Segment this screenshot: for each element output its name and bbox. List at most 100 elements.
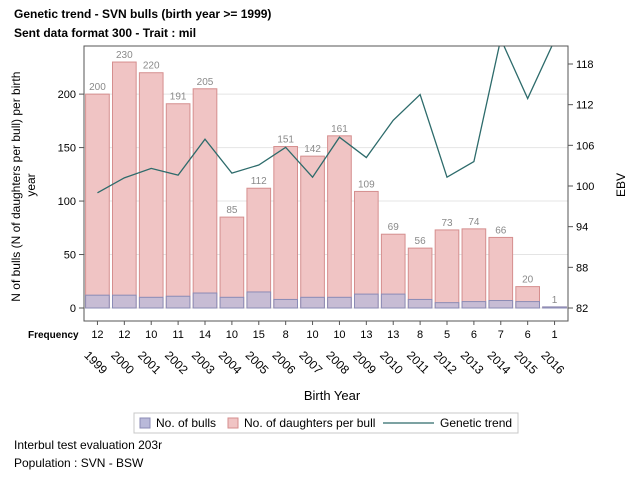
bar-bulls — [165, 295, 191, 309]
bar-data-label: 205 — [197, 77, 214, 88]
bar-bulls — [407, 298, 433, 309]
bar-bulls — [542, 306, 567, 309]
frequency-value: 10 — [226, 329, 238, 341]
legend-swatch-daughters — [227, 417, 239, 429]
x-tick-label: 2006 — [270, 348, 299, 377]
x-tick-label: 2004 — [216, 348, 245, 377]
frequency-value: 13 — [360, 329, 372, 341]
y-axis-title: N of bulls (N of daughters per bull) per… — [9, 68, 38, 301]
bar-bulls — [327, 296, 352, 309]
y2-tick-label: 88 — [576, 262, 588, 274]
frequency-value: 14 — [199, 329, 211, 341]
bar-data-label: 1 — [552, 295, 558, 306]
plot-frame — [83, 45, 569, 322]
y2-tick-label: 94 — [576, 222, 588, 234]
frequency-value: 6 — [525, 329, 531, 341]
y-tick-label: 50 — [64, 250, 76, 262]
bar-daughters — [219, 216, 245, 309]
bar-data-label: 66 — [495, 225, 507, 236]
bar-bulls — [488, 300, 514, 309]
bar-data-label: 230 — [116, 50, 133, 61]
frequency-value: 13 — [387, 329, 399, 341]
bar-data-label: 112 — [251, 176, 267, 187]
frequency-value: 12 — [118, 329, 130, 341]
line-layer — [97, 46, 553, 194]
frequency-value: 8 — [283, 329, 289, 341]
legend: No. of bulls No. of daughters per bull G… — [133, 412, 519, 434]
x-tick-label: 2009 — [350, 348, 379, 377]
bar-data-label: 191 — [170, 92, 187, 103]
bar-bulls — [138, 296, 164, 309]
bar-bulls — [300, 296, 325, 309]
bar-data-label: 56 — [415, 236, 427, 247]
y-tick-label: 0 — [70, 303, 76, 315]
bar-data-label: 109 — [358, 179, 375, 190]
x-tick-label: 2000 — [108, 348, 137, 377]
frequency-value: 10 — [145, 329, 157, 341]
x-tick-label: 2016 — [538, 348, 567, 377]
genetic-trend-line — [97, 46, 553, 194]
y-axis-title-line2: year — [24, 173, 38, 196]
legend-label-trend: Genetic trend — [440, 416, 512, 430]
frequency-value: 1 — [551, 329, 557, 341]
bar-daughters — [300, 155, 325, 309]
bar-daughters — [138, 72, 164, 309]
x-tick-label: 2003 — [189, 348, 218, 377]
legend-label-daughters: No. of daughters per bull — [244, 416, 375, 430]
y2-tick-label: 100 — [576, 181, 594, 193]
bar-data-label: 161 — [331, 124, 348, 135]
frequency-value: 10 — [306, 329, 318, 341]
x-tick-label: 2010 — [377, 348, 406, 377]
y-axis-title-line1: N of bulls (N of daughters per bull) per… — [9, 72, 23, 302]
bar-daughters — [434, 229, 460, 309]
x-tick-label: 2007 — [296, 348, 325, 377]
y-tick-label: 150 — [58, 143, 76, 155]
bar-data-label: 151 — [277, 135, 294, 146]
frequency-value: 6 — [471, 329, 477, 341]
y2-tick-label: 112 — [576, 100, 594, 112]
bar-bulls — [461, 301, 487, 309]
y2-axis-title: EBV — [614, 173, 628, 197]
frequency-value: 10 — [333, 329, 345, 341]
bar-daughters — [246, 187, 272, 309]
x-tick-label: 2001 — [135, 348, 164, 377]
bar-bulls — [273, 298, 298, 309]
y2-tick-label: 82 — [576, 303, 588, 315]
bar-daughters — [85, 93, 110, 309]
bar-daughters — [165, 103, 191, 309]
x-tick-label: 2013 — [458, 348, 487, 377]
bar-bulls — [85, 294, 110, 309]
bar-daughters — [488, 236, 514, 309]
frequency-label: Frequency — [28, 330, 79, 341]
bar-data-label: 142 — [304, 144, 321, 155]
footer-population: Population : SVN - BSW — [14, 456, 144, 470]
axes-layer — [79, 45, 573, 325]
bar-daughters — [273, 146, 298, 309]
bar-bulls — [380, 293, 406, 309]
bars-layer — [85, 61, 567, 309]
legend-swatch-bulls — [139, 417, 151, 429]
bar-data-label: 69 — [388, 222, 400, 233]
chart-title: Genetic trend - SVN bulls (birth year >=… — [14, 7, 272, 21]
x-tick-label: 2011 — [404, 348, 432, 376]
chart-subtitle: Sent data format 300 - Trait : mil — [14, 26, 197, 40]
frequency-value: 5 — [444, 329, 450, 341]
y-tick-label: 200 — [58, 89, 76, 101]
bar-data-label: 20 — [522, 275, 534, 286]
bar-daughters — [354, 190, 379, 309]
bar-data-label: 74 — [468, 217, 480, 228]
bar-daughters — [461, 228, 487, 309]
bar-bulls — [354, 293, 379, 309]
frequency-value: 12 — [91, 329, 103, 341]
y2-tick-label: 118 — [576, 59, 594, 71]
bar-bulls — [246, 291, 272, 309]
footer-evaluation: Interbul test evaluation 203r — [14, 438, 163, 452]
bar-bulls — [515, 301, 540, 309]
x-tick-label: 2005 — [243, 348, 272, 377]
y-tick-label: 100 — [58, 196, 76, 208]
x-tick-label: 2015 — [512, 348, 541, 377]
x-axis-title: Birth Year — [304, 388, 361, 403]
x-tick-label: 2008 — [323, 348, 352, 377]
bar-daughters — [192, 88, 218, 309]
